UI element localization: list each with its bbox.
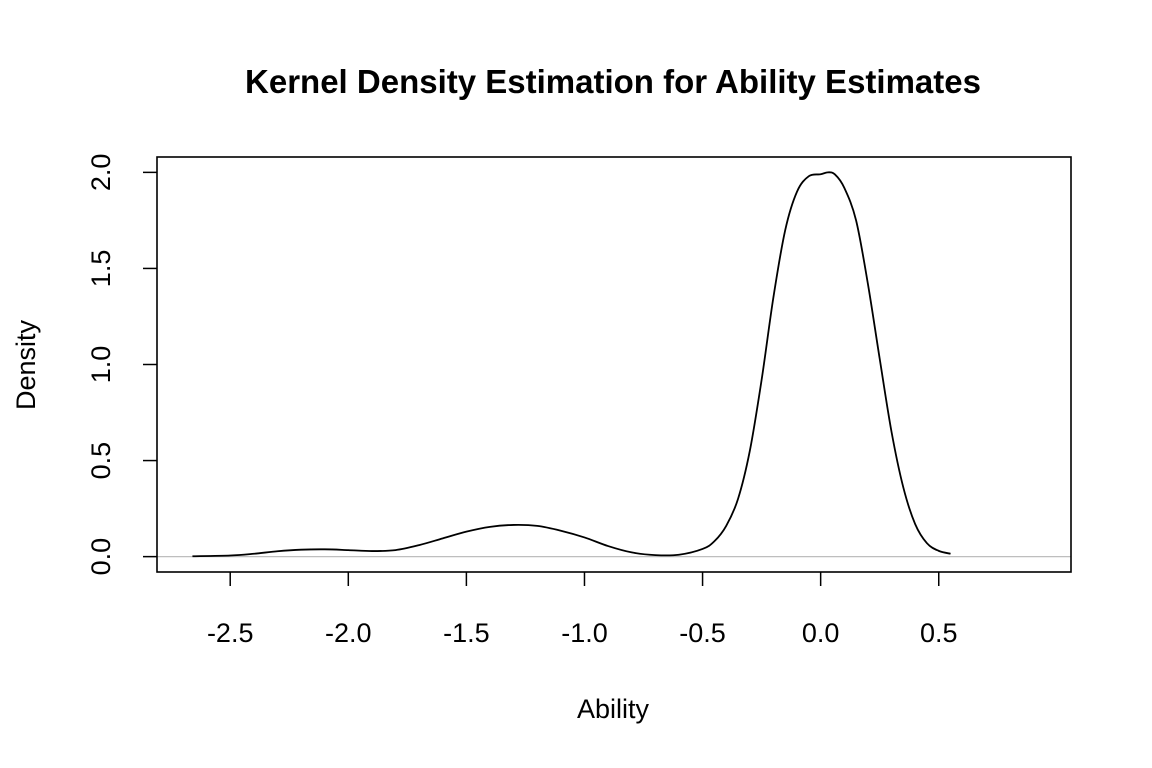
x-axis-label: Ability <box>577 694 650 724</box>
x-tick-label: -2.0 <box>325 618 372 648</box>
x-tick-label: -0.5 <box>679 618 726 648</box>
chart-title: Kernel Density Estimation for Ability Es… <box>245 63 981 100</box>
y-axis: 0.0 0.5 1.0 1.5 2.0 <box>86 154 157 576</box>
density-curve <box>192 171 951 558</box>
y-tick-label: 0.0 <box>86 538 116 576</box>
x-tick-label: 0.5 <box>920 618 958 648</box>
y-tick-label: 1.5 <box>86 250 116 288</box>
plot-frame <box>156 156 1072 573</box>
curve-layer <box>192 171 951 558</box>
x-tick-label: -1.5 <box>443 618 490 648</box>
x-tick-label: -2.5 <box>207 618 254 648</box>
y-axis-label: Density <box>11 319 41 410</box>
y-tick-label: 1.0 <box>86 346 116 384</box>
x-tick-label: 0.0 <box>802 618 840 648</box>
x-tick-label: -1.0 <box>561 618 608 648</box>
x-axis: -2.5 -2.0 -1.5 -1.0 -0.5 0.0 0.5 <box>207 572 958 648</box>
y-tick-label: 0.5 <box>86 442 116 480</box>
y-tick-label: 2.0 <box>86 154 116 192</box>
